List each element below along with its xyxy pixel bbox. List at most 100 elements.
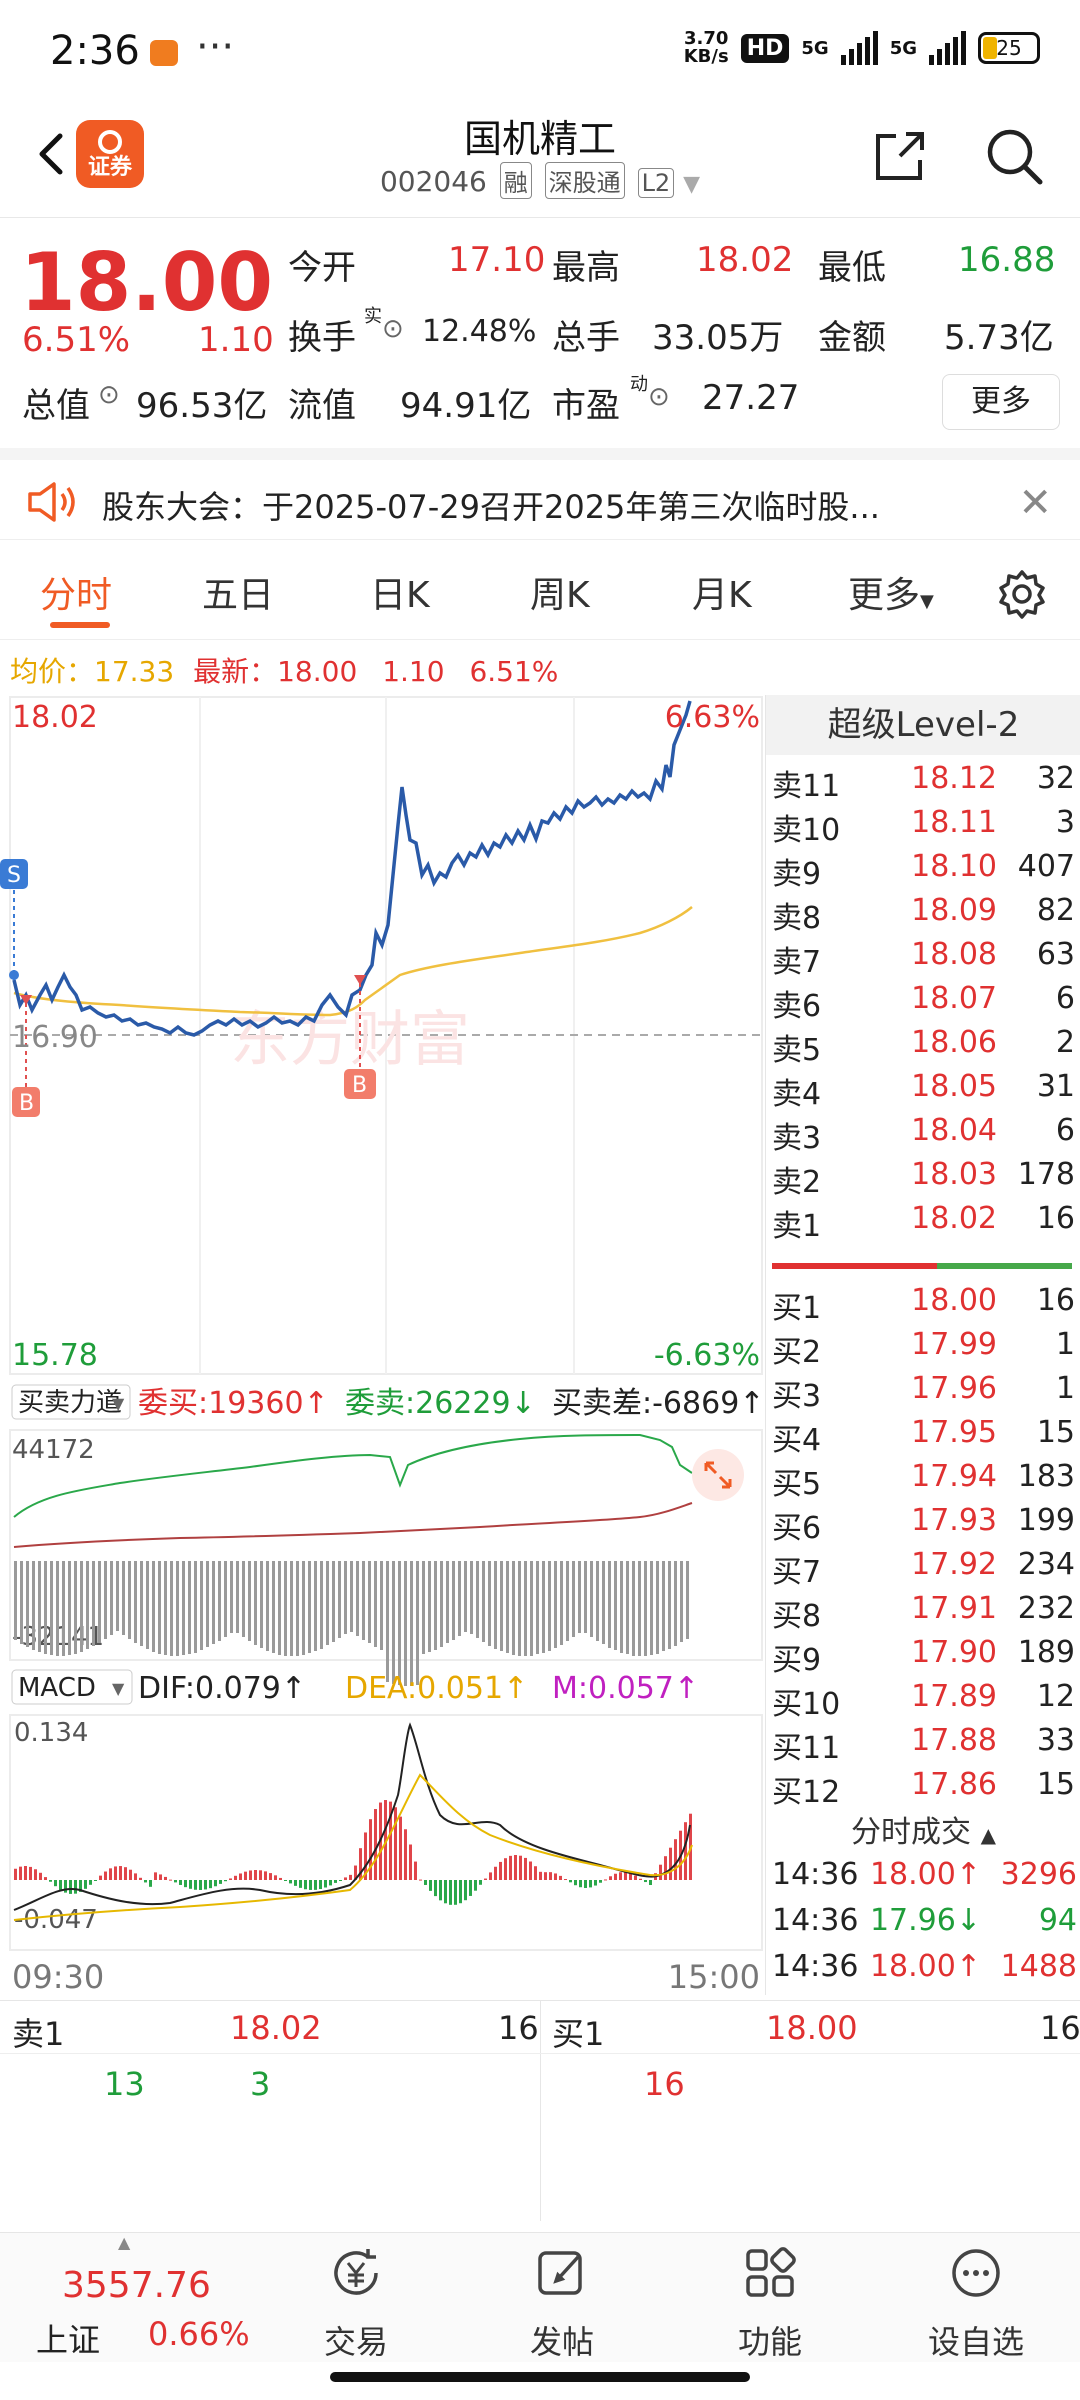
- nav-functions-label: 功能: [737, 2323, 802, 2361]
- force-bar: [188, 1561, 191, 1654]
- force-bar: [452, 1561, 455, 1640]
- search-icon[interactable]: [982, 124, 1046, 188]
- ask-price: 18.02: [911, 1201, 997, 1236]
- ask-row[interactable]: 卖10 18.11 3: [766, 805, 1080, 849]
- force-bar: [620, 1561, 623, 1653]
- macd-bar: [199, 1880, 202, 1890]
- float-cap: 94.91亿: [400, 386, 532, 426]
- macd-bar: [34, 1869, 37, 1880]
- tab-five-day[interactable]: 五日: [202, 575, 275, 616]
- index-name[interactable]: 上证: [36, 2321, 101, 2359]
- ask-row[interactable]: 卖3 18.04 6: [766, 1113, 1080, 1157]
- back-arrow-icon[interactable]: [24, 124, 84, 184]
- nav-trade[interactable]: 交易: [286, 2245, 426, 2363]
- tab-more[interactable]: 更多▼: [848, 566, 934, 618]
- bid-row[interactable]: 买11 17.88 33: [766, 1723, 1080, 1767]
- force-indicator-selector[interactable]: [11, 1384, 131, 1420]
- macd-bar: [409, 1844, 412, 1880]
- ask-row[interactable]: 卖7 18.08 63: [766, 937, 1080, 981]
- bid-level-label: 买4: [772, 1423, 822, 1458]
- bid-row[interactable]: 买2 17.99 1: [766, 1327, 1080, 1371]
- macd-bar: [194, 1880, 197, 1890]
- ask-row[interactable]: 卖4 18.05 31: [766, 1069, 1080, 1113]
- force-bar: [614, 1561, 617, 1650]
- more-quote-button[interactable]: 更多: [942, 374, 1060, 430]
- bid-row[interactable]: 买3 17.96 1: [766, 1371, 1080, 1415]
- macd-bar: [474, 1880, 477, 1891]
- force-bar: [98, 1561, 101, 1643]
- nav-functions[interactable]: 功能: [700, 2245, 840, 2363]
- expand-icon[interactable]: [692, 1449, 744, 1501]
- intraday-chart[interactable]: 东方财富 S B B 18.02 6.63% 16.90 15.78 -6.63…: [0, 695, 765, 2000]
- announcement-bar[interactable]: 股东大会：于2025-07-29召开2025年第三次临时股... ✕: [0, 448, 1080, 540]
- home-indicator[interactable]: [330, 2372, 750, 2382]
- pe-label: 市盈: [552, 386, 620, 426]
- ask-row[interactable]: 卖9 18.10 407: [766, 849, 1080, 893]
- bid-row[interactable]: 买10 17.89 12: [766, 1679, 1080, 1723]
- nav-add-watchlist[interactable]: 设自选: [906, 2245, 1046, 2363]
- level2-title[interactable]: 超级Level-2: [766, 695, 1080, 755]
- dropdown-triangle-icon[interactable]: ▼: [683, 172, 701, 197]
- tab-daily-k[interactable]: 日K: [370, 575, 430, 616]
- ask-row[interactable]: 卖1 18.02 16: [766, 1201, 1080, 1245]
- force-bar: [158, 1561, 161, 1654]
- force-bar: [602, 1561, 605, 1644]
- bid-row[interactable]: 买4 17.95 15: [766, 1415, 1080, 1459]
- macd-selector[interactable]: [11, 1669, 133, 1705]
- turnover-info-icon[interactable]: ⊙: [382, 314, 404, 344]
- ask-row[interactable]: 卖6 18.07 6: [766, 981, 1080, 1025]
- bid-volume: 232: [1017, 1591, 1075, 1626]
- bid-row[interactable]: 买5 17.94 183: [766, 1459, 1080, 1503]
- tab-intraday[interactable]: 分时: [40, 575, 113, 616]
- macd-bar: [224, 1880, 227, 1882]
- tab-weekly-k[interactable]: 周K: [530, 575, 590, 616]
- force-bar: [314, 1561, 317, 1651]
- expand-caret-icon[interactable]: ▲: [118, 2233, 131, 2252]
- trades-title[interactable]: 分时成交 ▲: [766, 1807, 1080, 1851]
- force-bar: [470, 1561, 473, 1634]
- high-value: 18.02: [696, 240, 794, 280]
- share-icon[interactable]: [868, 124, 932, 188]
- macd-bar: [339, 1880, 342, 1881]
- ask-row[interactable]: 卖8 18.09 82: [766, 893, 1080, 937]
- macd-bar: [149, 1880, 152, 1887]
- force-bar: [440, 1561, 443, 1647]
- tab-monthly-k[interactable]: 月K: [692, 575, 752, 616]
- macd-bar: [139, 1877, 142, 1880]
- force-bar: [278, 1561, 281, 1655]
- macd-bar: [219, 1880, 222, 1884]
- settings-gear-icon[interactable]: [996, 568, 1048, 620]
- force-bar: [650, 1561, 653, 1655]
- bid-row[interactable]: 买6 17.93 199: [766, 1503, 1080, 1547]
- pe-info-icon[interactable]: ⊙: [648, 382, 670, 412]
- latest-price: 18.00: [277, 655, 358, 688]
- ask-row[interactable]: 卖2 18.03 178: [766, 1157, 1080, 1201]
- info-circle-icon[interactable]: ⊙: [98, 380, 120, 410]
- announcement-text[interactable]: 股东大会：于2025-07-29召开2025年第三次临时股...: [102, 488, 880, 526]
- close-icon[interactable]: ✕: [1018, 480, 1052, 526]
- avg-price-label: 均价：: [10, 655, 95, 688]
- bid-volume: 12: [1036, 1679, 1075, 1714]
- level2-panel[interactable]: 超级Level-2 卖11 18.12 32 卖10 18.11 3 卖9 18.10 407 卖…: [765, 695, 1080, 1995]
- bid-row[interactable]: 买9 17.90 189: [766, 1635, 1080, 1679]
- macd-bar: [484, 1878, 487, 1880]
- trade-volume: 1488: [1000, 1949, 1077, 1984]
- force-bar: [236, 1561, 239, 1633]
- force-bar: [56, 1561, 59, 1656]
- macd-bar: [189, 1880, 192, 1889]
- bid-row[interactable]: 买7 17.92 234: [766, 1547, 1080, 1591]
- force-bar: [338, 1561, 341, 1638]
- bid-row[interactable]: 买1 18.00 16: [766, 1283, 1080, 1327]
- index-value[interactable]: 3557.76: [62, 2265, 211, 2306]
- broker-logo[interactable]: 证券: [76, 120, 144, 188]
- nav-post[interactable]: 发帖: [492, 2245, 632, 2363]
- tag-l2[interactable]: L2: [637, 168, 675, 198]
- index-pct[interactable]: 0.66%: [148, 2315, 250, 2353]
- ask-row[interactable]: 卖5 18.06 2: [766, 1025, 1080, 1069]
- ask-price: 18.12: [911, 761, 997, 796]
- bid-row[interactable]: 买8 17.91 232: [766, 1591, 1080, 1635]
- macd-bar: [684, 1822, 687, 1880]
- macd-bar: [249, 1870, 252, 1880]
- bid-row[interactable]: 买12 17.86 15: [766, 1767, 1080, 1811]
- ask-row[interactable]: 卖11 18.12 32: [766, 761, 1080, 805]
